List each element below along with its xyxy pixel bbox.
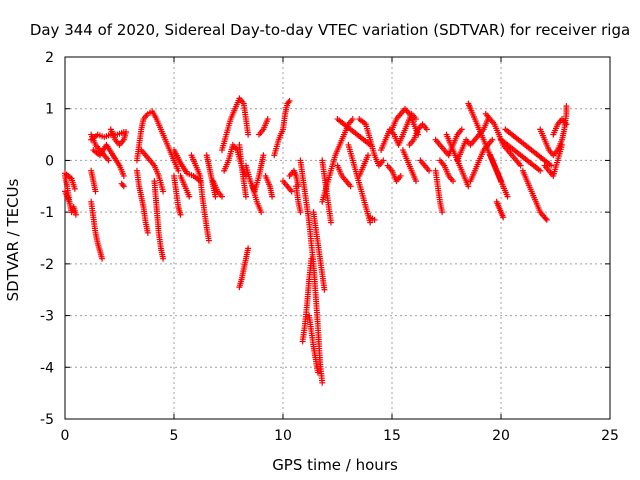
data-point [258, 209, 265, 216]
data-point [458, 126, 465, 133]
data-point [542, 215, 549, 222]
data-point [120, 172, 127, 179]
data-point [212, 193, 219, 200]
data-point [543, 216, 550, 223]
data-point [99, 255, 106, 262]
data-point [119, 181, 126, 188]
data-point [288, 188, 295, 195]
data-point [245, 245, 252, 252]
x-axis-label: GPS time / hours [272, 456, 398, 474]
data-point [412, 178, 419, 185]
y-tick-label: 1 [45, 102, 54, 118]
x-tick-label: 25 [601, 428, 619, 444]
data-point [327, 219, 334, 226]
y-tick-label: -1 [40, 205, 54, 221]
data-point [347, 183, 354, 190]
data-point [380, 157, 387, 164]
data-point [450, 178, 457, 185]
data-point [426, 167, 433, 174]
y-tick-label: 2 [45, 50, 54, 66]
y-tick-label: -4 [40, 360, 54, 376]
x-tick-label: 10 [274, 428, 292, 444]
data-point [489, 136, 496, 143]
data-point [120, 183, 127, 190]
data-point [563, 121, 570, 128]
data-point [465, 183, 472, 190]
data-point [548, 162, 555, 169]
data-point [500, 214, 507, 221]
data-point [175, 167, 182, 174]
x-tick-label: 5 [170, 428, 179, 444]
data-point [177, 211, 184, 218]
data-point [297, 209, 304, 216]
x-tick-label: 0 [61, 428, 70, 444]
plot-frame [64, 56, 611, 420]
data-point [260, 152, 267, 159]
data-point [397, 172, 404, 179]
data-point [92, 188, 99, 195]
data-point [160, 188, 167, 195]
data-point [537, 167, 544, 174]
x-tick-label: 20 [492, 428, 510, 444]
data-point [144, 229, 151, 236]
data-point [264, 116, 271, 123]
chart-title: Day 344 of 2020, Sidereal Day-to-day VTE… [30, 21, 630, 39]
data-point [242, 193, 249, 200]
data-point [186, 193, 193, 200]
data-point [71, 185, 78, 192]
data-point [367, 219, 374, 226]
data-point [439, 209, 446, 216]
data-point [123, 128, 130, 135]
data-point [286, 97, 293, 104]
data-point [365, 152, 372, 159]
data-point [205, 237, 212, 244]
data-point [285, 99, 292, 106]
data-point [160, 255, 167, 262]
y-axis-label: SDTVAR / TECUs [4, 178, 22, 301]
data-point [66, 198, 73, 205]
data-point [412, 116, 419, 123]
data-point [218, 193, 225, 200]
data-point [72, 211, 79, 218]
x-tick-label: 15 [383, 428, 401, 444]
data-point [423, 126, 430, 133]
data-series-sdtvar [62, 95, 570, 386]
data-point [314, 369, 321, 376]
grid [65, 57, 610, 419]
y-tick-label: 0 [45, 153, 54, 169]
data-point [349, 116, 356, 123]
data-point [504, 193, 511, 200]
data-point [308, 255, 315, 262]
data-point [245, 131, 252, 138]
data-point [269, 193, 276, 200]
data-point [319, 379, 326, 386]
data-point [105, 157, 112, 164]
data-point [517, 162, 524, 169]
y-tick-label: -5 [40, 412, 54, 428]
y-tick-label: -3 [40, 309, 54, 325]
data-point [559, 141, 566, 148]
data-point [563, 103, 570, 110]
data-point [321, 286, 328, 293]
data-point [371, 216, 378, 223]
y-tick-label: -2 [40, 257, 54, 273]
